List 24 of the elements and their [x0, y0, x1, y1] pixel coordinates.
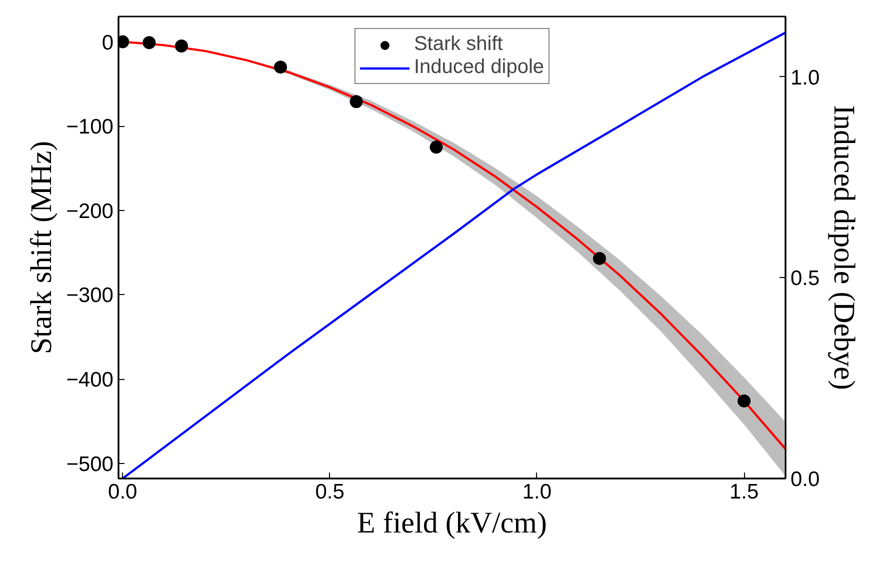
x-tick-label: 0.5 [315, 480, 344, 504]
point [142, 36, 156, 50]
y2-axis-title: Induced dipole (Debye) [828, 105, 861, 390]
y-tick-label: −400 [66, 368, 114, 392]
x-tick-label: 0.0 [108, 480, 138, 504]
x-tick-label: 1.5 [729, 480, 759, 504]
legend-label: Induced dipole [414, 56, 544, 79]
y-tick-label: −200 [66, 200, 114, 223]
x-axis-title: E field (kV/cm) [357, 506, 547, 540]
y-tick-label: −100 [66, 116, 114, 139]
point [274, 60, 287, 74]
y2-tick-label: 1.0 [790, 66, 820, 90]
point [350, 95, 363, 108]
y2-tick-label: 0.5 [790, 267, 820, 290]
y-tick-label: −300 [66, 284, 114, 308]
point [430, 140, 443, 154]
y-tick-label: −500 [66, 452, 114, 476]
point [738, 394, 751, 408]
legend-label: Stark shift [414, 33, 503, 56]
y-tick-label: 0 [102, 31, 114, 54]
point [592, 252, 606, 265]
point [174, 40, 188, 52]
y-axis-title: Stark shift (MHz) [25, 140, 58, 354]
x-tick-label: 1.0 [522, 480, 552, 504]
